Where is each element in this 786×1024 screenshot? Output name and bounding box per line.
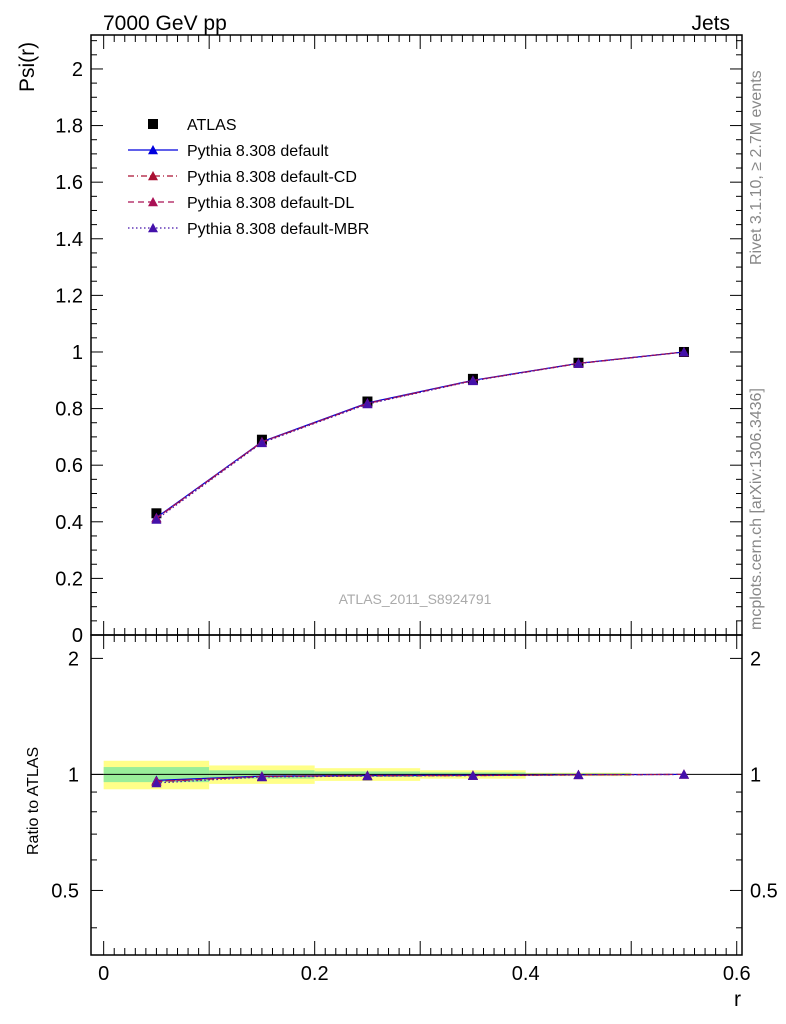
ratio-point — [467, 770, 478, 780]
data-point-mc — [151, 514, 162, 524]
ratio-xtick-label: 0.6 — [723, 963, 751, 985]
legend-marker-atlas — [148, 119, 158, 129]
header-left: 7000 GeV pp — [103, 12, 227, 35]
legend-label: ATLAS — [187, 117, 237, 134]
main-ytick-label: 1.6 — [55, 172, 83, 194]
ratio-ytick-label: 2 — [68, 648, 79, 670]
ratio-xtick-label: 0.2 — [301, 963, 329, 985]
main-ytick-label: 0.6 — [55, 455, 83, 477]
ratio-series-layer — [151, 769, 689, 788]
legend-marker — [148, 145, 158, 155]
ratio-ylabel: Ratio to ATLAS — [25, 747, 42, 855]
main-ytick-label: 1.4 — [55, 229, 83, 251]
data-point-mc — [467, 375, 478, 386]
legend-marker — [148, 171, 158, 181]
data-point-mc — [678, 346, 689, 357]
header-right: Jets — [691, 12, 730, 35]
series-line-2 — [156, 351, 685, 519]
ratio-ytick-label-right: 2 — [750, 648, 761, 670]
ratio-point — [573, 769, 584, 780]
ratio-point — [256, 771, 267, 782]
ratio-line-3 — [156, 773, 684, 784]
ratio-point — [362, 771, 373, 781]
main-ylabel: Psi(r) — [16, 42, 39, 92]
data-point-mc — [362, 399, 373, 409]
legend-label: Pythia 8.308 default-MBR — [187, 221, 369, 238]
ratio-ytick-label: 1 — [68, 764, 79, 786]
series-line-4 — [156, 351, 685, 521]
ratio-ytick-label-right: 1 — [750, 764, 761, 786]
legend-label: Pythia 8.308 default — [187, 143, 329, 160]
series-line-3 — [156, 351, 685, 519]
main-ytick-label: 0 — [72, 625, 83, 647]
ratio-frame — [90, 634, 743, 956]
ratio-xlabel: r — [734, 988, 741, 1011]
legend-marker — [148, 223, 158, 233]
main-series-layer — [151, 346, 689, 524]
ratio-line-2 — [156, 773, 684, 782]
rivet-label: Rivet 3.1.10, ≥ 2.7M events — [748, 70, 765, 265]
ratio-point — [678, 769, 689, 779]
main-ytick-label: 2 — [72, 59, 83, 81]
main-ytick-label: 0.4 — [55, 512, 83, 534]
legend-marker — [148, 197, 158, 207]
main-ytick-label: 1.2 — [55, 285, 83, 307]
ratio-ytick-label: 0.5 — [51, 880, 79, 902]
main-ytick-label: 0.8 — [55, 399, 83, 421]
mcplots-label: mcplots.cern.ch [arXiv:1306.3436] — [748, 388, 765, 630]
axes-layer: 00.20.40.60.811.21.41.61.820 0.2 0.4 0.60.5… — [51, 34, 778, 985]
ratio-ytick-label-right: 0.5 — [750, 880, 778, 902]
main-ytick-label: 0.2 — [55, 568, 83, 590]
series-line-1 — [156, 351, 685, 519]
ratio-xtick-label: 0.4 — [512, 963, 540, 985]
main-ytick-label: 1 — [72, 342, 83, 364]
data-point-mc — [256, 437, 267, 448]
legend-label: Pythia 8.308 default-DL — [187, 195, 354, 212]
ratio-xtick-label: 0 — [98, 963, 109, 985]
legend-label: Pythia 8.308 default-CD — [187, 169, 357, 186]
analysis-label: ATLAS_2011_S8924791 — [339, 591, 492, 607]
main-ytick-label: 1.8 — [55, 116, 83, 138]
data-point-mc — [573, 358, 584, 368]
legend: ATLAS Pythia 8.308 default Pythia 8.308 de… — [128, 117, 369, 238]
ratio-point — [151, 778, 162, 788]
